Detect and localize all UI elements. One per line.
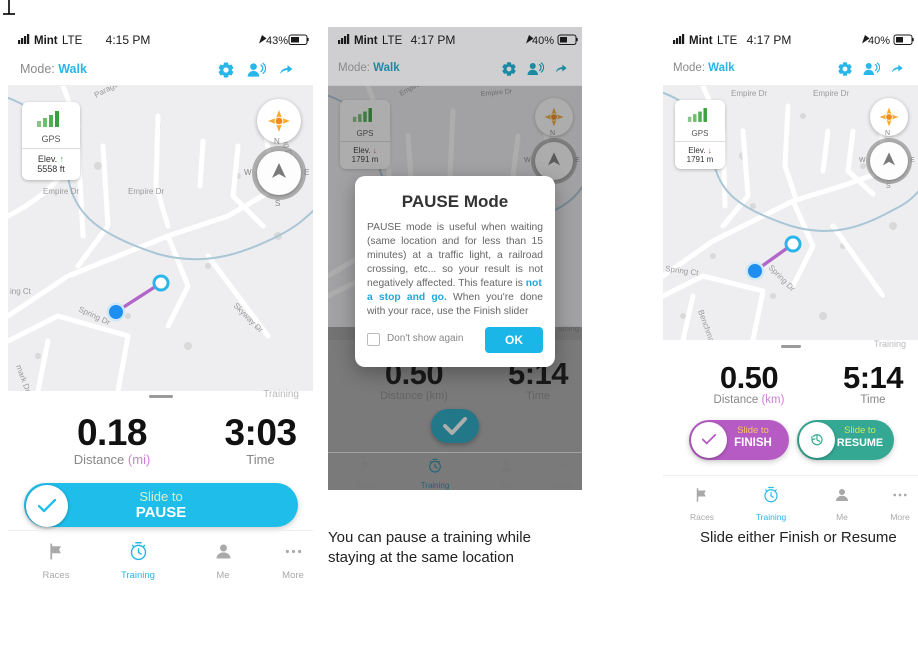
svg-text:43%: 43% <box>266 35 288 47</box>
svg-text:Empire Dr: Empire Dr <box>43 187 79 196</box>
svg-text:ing Ct: ing Ct <box>10 287 32 296</box>
svg-text:Mint: Mint <box>34 35 58 47</box>
svg-text:Empire Dr: Empire Dr <box>128 187 164 196</box>
svg-text:Mint: Mint <box>689 35 713 47</box>
svg-text:Empire Dr: Empire Dr <box>813 89 849 98</box>
svg-text:40%: 40% <box>868 35 890 47</box>
svg-text:4:17 PM: 4:17 PM <box>411 33 456 47</box>
svg-text:4:15 PM: 4:15 PM <box>106 33 151 47</box>
svg-text:40%: 40% <box>532 35 554 47</box>
svg-text:LTE: LTE <box>717 35 738 47</box>
svg-text:LTE: LTE <box>382 35 403 47</box>
svg-text:4:17 PM: 4:17 PM <box>747 33 792 47</box>
svg-text:Mint: Mint <box>354 35 378 47</box>
svg-text:LTE: LTE <box>62 35 83 47</box>
svg-text:Empire Dr: Empire Dr <box>731 89 767 98</box>
